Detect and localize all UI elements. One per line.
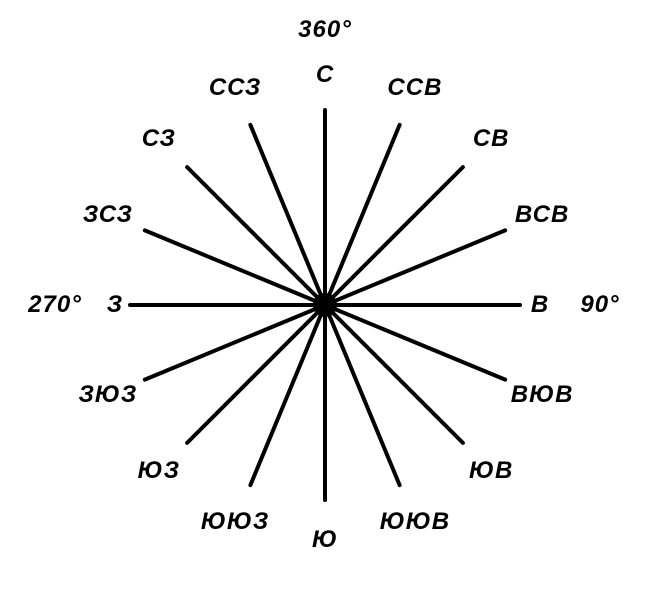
direction-label: ВЮВ	[511, 381, 574, 409]
compass-hub	[313, 293, 337, 317]
direction-label: ВСВ	[515, 201, 569, 229]
direction-label: ЮВ	[469, 457, 513, 485]
degree-label-north: 360°	[298, 16, 352, 44]
direction-label: Ю	[312, 526, 338, 554]
direction-label: З	[107, 291, 123, 319]
compass-line	[187, 167, 325, 305]
direction-label: СВ	[473, 125, 510, 153]
compass-rose-diagram: 360° С ССВ СВ ВСВ В 90° ВЮВ ЮВ ЮЮВ Ю ЮЮЗ ЮЗ ЗЮЗ 270° З З…	[0, 0, 658, 594]
direction-label: С	[316, 61, 334, 89]
direction-label: ЮЮЗ	[201, 508, 269, 536]
degree-label-west: 270°	[28, 291, 82, 319]
compass-line	[325, 305, 463, 443]
direction-label: ЗЮЗ	[78, 381, 137, 409]
compass-line	[325, 167, 463, 305]
direction-label: ССВ	[387, 74, 442, 102]
direction-label: В	[531, 291, 549, 319]
direction-label: СЗ	[142, 125, 176, 153]
compass-line	[187, 305, 325, 443]
direction-label: ЮЗ	[138, 457, 180, 485]
degree-label-east: 90°	[580, 291, 619, 319]
compass-lines	[0, 0, 658, 594]
direction-label: ЗСЗ	[83, 201, 133, 229]
direction-label: ЮЮВ	[380, 508, 450, 536]
direction-label: ССЗ	[209, 74, 262, 102]
